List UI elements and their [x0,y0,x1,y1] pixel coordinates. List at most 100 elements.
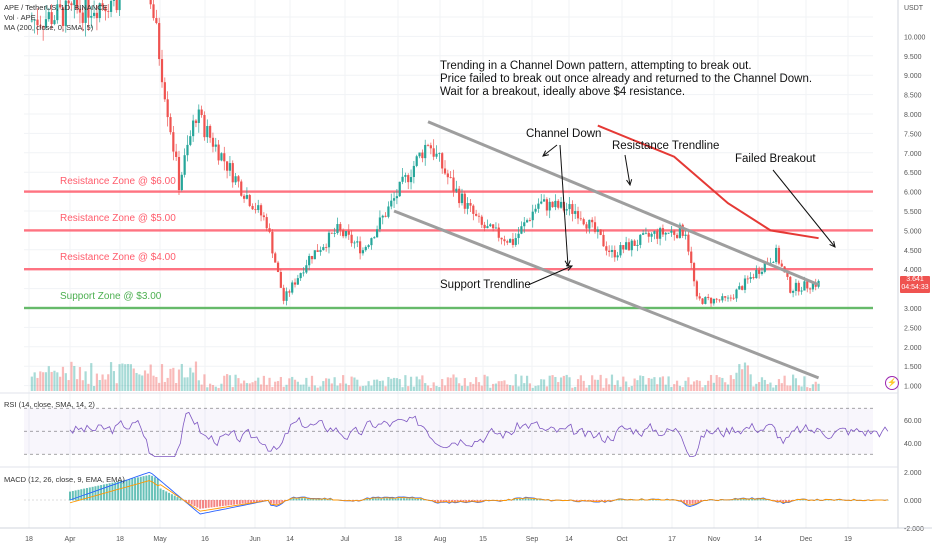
candle-body [608,251,610,252]
resistance-trendline-label: Resistance Trendline [612,140,719,153]
volume-bar [353,377,355,391]
candle-body [481,217,483,225]
candle-body [718,300,720,301]
macd-histogram-bar [92,487,94,501]
volume-bar [540,379,542,391]
macd-histogram-bar [760,499,762,500]
candle-body [495,228,497,229]
candle-body [339,224,341,230]
volume-bar [116,383,118,391]
volume-bar [741,369,743,391]
volume-bar [130,364,132,391]
volume-bar [458,383,460,391]
volume-bar [186,377,188,391]
volume-bar [512,386,514,391]
volume-bar [784,376,786,391]
time-tick-label: 17 [668,536,676,543]
candle-body [234,176,236,182]
candle-body [472,206,474,214]
volume-bar [260,384,262,391]
macd-histogram-bar [522,499,524,500]
candle-body [560,202,562,208]
candle-body [172,132,174,151]
volume-bar [308,387,310,391]
candle-body [800,291,802,292]
volume-bar [444,385,446,391]
volume-bar [294,380,296,391]
candle-body [285,291,287,301]
macd-histogram-bar [377,498,379,500]
time-tick-label: 14 [754,536,762,543]
time-tick-label: Oct [617,536,628,543]
macd-histogram-bar [530,499,532,501]
time-tick-label: 14 [286,536,294,543]
macd-histogram-bar [199,500,201,509]
candle-body [325,247,327,248]
macd-histogram-bar [380,499,382,501]
volume-bar [693,381,695,391]
volume-line[interactable]: Vol · APE [4,13,108,23]
macd-histogram-bar [134,478,136,500]
volume-bar [767,384,769,391]
volume-bar [608,384,610,391]
candle-body [772,262,774,263]
candle-body [311,256,313,259]
candle-body [727,298,729,299]
candle-body [758,270,760,274]
candle-body [351,235,353,243]
macd-histogram-bar [239,500,241,504]
volume-bar [416,377,418,391]
volume-bar [551,375,553,391]
time-tick-label: Jun [249,536,260,543]
candle-body [600,229,602,235]
volume-bar [602,388,604,391]
candle-body [240,181,242,195]
macd-histogram-bar [213,500,215,507]
candle-body [416,156,418,166]
volume-bar [76,379,78,391]
symbol-line[interactable]: APE / TetherUS, 1D, BINANCE [4,3,108,13]
volume-bar [370,386,372,391]
volume-bar [48,366,50,391]
zone-line [24,268,873,270]
candle-body [455,189,457,192]
candle-body [271,232,273,254]
volume-bar [772,388,774,391]
candle-body [761,272,763,274]
macd-histogram-bar [162,490,164,500]
macd-label[interactable]: MACD (12, 26, close, 9, EMA, EMA) [4,475,125,485]
candle-body [532,212,534,221]
volume-bar [563,376,565,391]
volume-bar [393,378,395,391]
volume-bar [348,385,350,391]
volume-bar [682,387,684,391]
candle-body [356,241,358,242]
candle-body [789,277,791,293]
candle-body [574,211,576,214]
volume-bar [39,371,41,391]
rsi-label[interactable]: RSI (14, close, SMA, 14, 2) [4,400,95,410]
volume-bar [523,383,525,391]
volume-bar [319,386,321,391]
volume-bar [526,376,528,391]
volume-bar [667,376,669,391]
volume-bar [99,380,101,391]
candle-body [554,201,556,207]
volume-bar [169,369,171,391]
volume-bar [144,370,146,391]
candle-body [175,152,177,157]
macd-histogram-bar [414,499,416,501]
candle-body [721,296,723,300]
candle-body [617,255,619,257]
candle-body [469,203,471,206]
ma-line-label[interactable]: MA (200, close, 0, SMA, 5) [4,23,108,33]
volume-bar [223,376,225,391]
candle-body [370,238,372,245]
volume-bar [447,377,449,391]
candle-body [413,166,415,177]
candle-body [203,115,205,137]
lightning-icon[interactable]: ⚡ [885,376,899,390]
macd-histogram-bar [145,476,147,501]
volume-bar [724,382,726,391]
last-price-badge: 3.641 04:54:33 [900,276,930,293]
